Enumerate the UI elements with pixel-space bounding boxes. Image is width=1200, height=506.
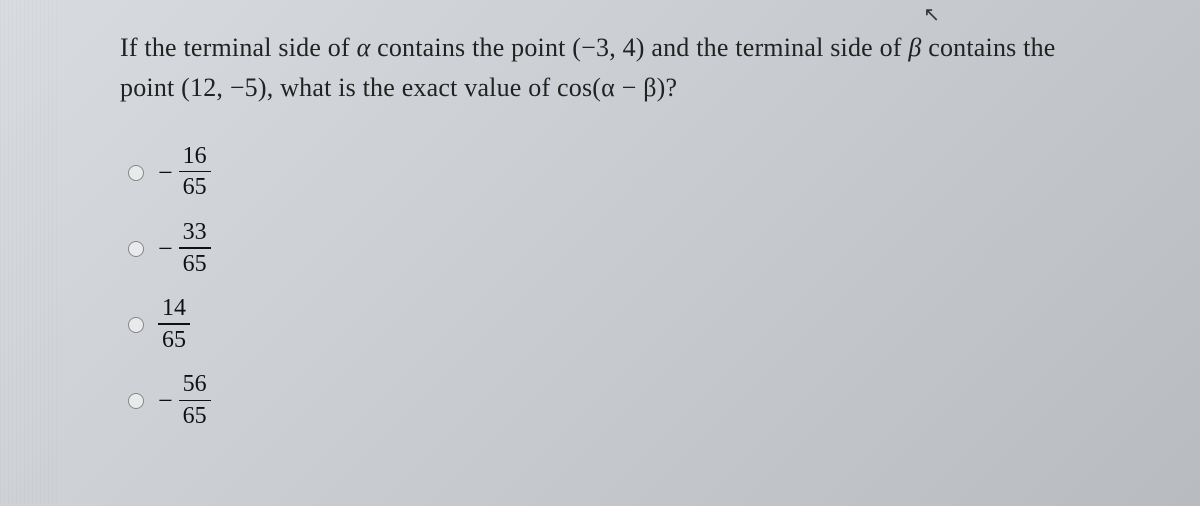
fraction: 33 65 <box>179 219 211 277</box>
denominator: 65 <box>158 327 190 353</box>
answer-list: − 16 65 − 33 65 <box>128 143 1160 430</box>
numerator: 33 <box>179 219 211 245</box>
minus-sign: − <box>158 160 173 186</box>
denominator: 65 <box>179 174 211 200</box>
question-text: If the terminal side of α contains the p… <box>120 28 1160 109</box>
mouse-cursor-icon: ↖ <box>923 2 940 27</box>
denominator: 65 <box>179 251 211 277</box>
point-alpha: (−3, 4) <box>572 33 644 62</box>
alpha-var: α <box>357 33 371 62</box>
fraction-bar <box>179 400 211 401</box>
question-page: ↖ If the terminal side of α contains the… <box>0 0 1200 506</box>
q-part: , what is the exact value of <box>267 73 557 102</box>
radio-icon[interactable] <box>128 241 144 257</box>
answer-option[interactable]: − 56 65 <box>128 371 1160 429</box>
answer-math: − 33 65 <box>158 219 211 277</box>
q-part: point <box>120 73 181 102</box>
cos-expression: cos(α − β) <box>557 73 666 102</box>
fraction: 14 65 <box>158 295 190 353</box>
q-part: and the terminal side of <box>645 33 909 62</box>
fraction: 16 65 <box>179 143 211 201</box>
point-beta: (12, −5) <box>181 73 267 102</box>
numerator: 56 <box>179 371 211 397</box>
answer-math: 14 65 <box>158 295 190 353</box>
answer-math: − 56 65 <box>158 371 211 429</box>
answer-option[interactable]: 14 65 <box>128 295 1160 353</box>
denominator: 65 <box>179 403 211 429</box>
q-part: ? <box>666 73 678 102</box>
fraction-bar <box>158 323 190 324</box>
answer-math: − 16 65 <box>158 143 211 201</box>
numerator: 14 <box>158 295 190 321</box>
minus-sign: − <box>158 236 173 262</box>
answer-option[interactable]: − 33 65 <box>128 219 1160 277</box>
radio-icon[interactable] <box>128 317 144 333</box>
minus-sign: − <box>158 388 173 414</box>
q-part: contains the point <box>370 33 572 62</box>
fraction-bar <box>179 171 211 172</box>
fraction: 56 65 <box>179 371 211 429</box>
beta-var: β <box>908 33 921 62</box>
q-part: If the terminal side of <box>120 33 357 62</box>
radio-icon[interactable] <box>128 393 144 409</box>
numerator: 16 <box>179 143 211 169</box>
q-part: contains the <box>922 33 1056 62</box>
fraction-bar <box>179 247 211 248</box>
radio-icon[interactable] <box>128 165 144 181</box>
answer-option[interactable]: − 16 65 <box>128 143 1160 201</box>
